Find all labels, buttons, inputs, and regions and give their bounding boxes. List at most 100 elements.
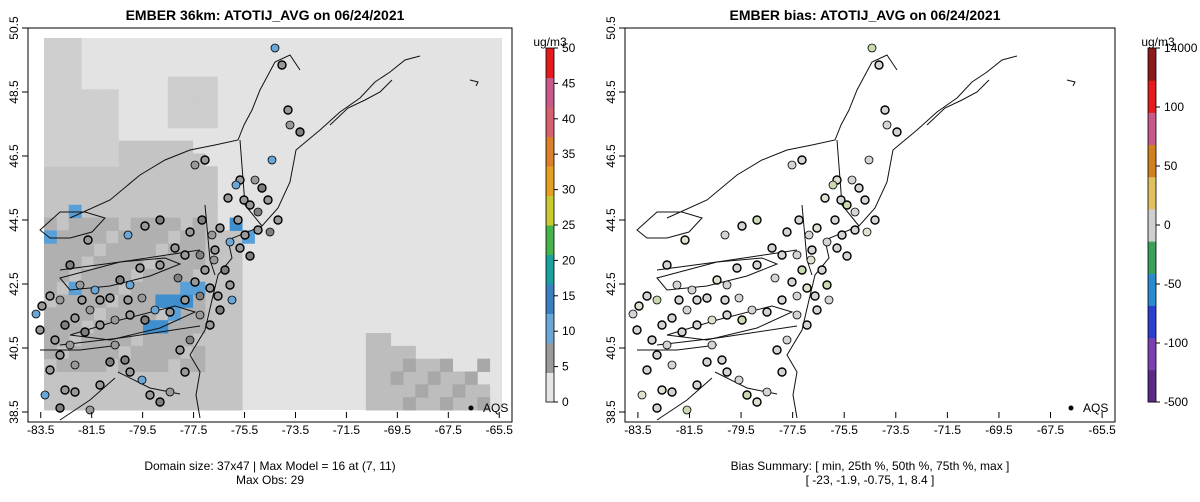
observation-marker <box>672 280 682 290</box>
colorbar-tick-label: 0 <box>1164 218 1171 232</box>
grid-cell <box>192 397 206 411</box>
grid-cell <box>365 358 379 373</box>
observation-marker <box>720 295 730 305</box>
grid-cell <box>56 371 70 385</box>
observation-marker <box>70 360 80 370</box>
observation-marker <box>180 367 190 377</box>
observation-marker <box>732 263 742 273</box>
observation-marker <box>692 380 702 390</box>
colorbar-tick-label: 15 <box>562 289 576 303</box>
observation-marker <box>830 215 840 225</box>
observation-marker <box>235 243 245 253</box>
grid-cell <box>440 358 453 373</box>
grid-cell <box>56 179 70 193</box>
grid-cell <box>440 397 453 411</box>
boundary-line <box>40 344 121 351</box>
grid-cell <box>118 397 132 411</box>
grid-cell <box>44 281 57 296</box>
grid-cell <box>68 320 82 334</box>
observation-marker <box>170 243 180 253</box>
observation-marker <box>145 390 155 400</box>
boundary-line <box>926 79 990 126</box>
grid-cell <box>56 38 70 52</box>
left-x-tick-label: -71.5 <box>333 423 361 437</box>
colorbar-segment <box>546 313 554 344</box>
observation-marker <box>647 335 657 345</box>
grid-cell <box>427 397 441 411</box>
grid-cell <box>365 397 379 411</box>
observation-marker <box>810 291 820 301</box>
observation-marker <box>777 250 787 260</box>
grid-cell <box>44 217 57 231</box>
grid-cell <box>93 268 107 283</box>
grid-cell <box>130 204 144 219</box>
grid-cell <box>93 204 107 219</box>
grid-cell <box>477 358 491 373</box>
observation-marker <box>737 315 747 325</box>
left-panel: EMBER 36km: ATOTIJ_AVG on 06/24/2021 -83… <box>7 7 576 487</box>
observation-marker <box>847 175 857 185</box>
grid-cell <box>44 166 57 180</box>
observation-marker <box>285 120 295 130</box>
grid-cell <box>44 127 57 142</box>
grid-cell <box>415 397 429 411</box>
grid-cell <box>81 102 95 116</box>
grid-cell <box>68 243 82 257</box>
grid-cell <box>81 89 95 103</box>
boundary-line <box>69 305 197 341</box>
colorbar-segment <box>546 166 554 196</box>
grid-cell <box>44 307 57 321</box>
grid-cell <box>167 320 181 334</box>
grid-cell <box>81 217 95 231</box>
grid-cell <box>81 358 95 373</box>
observation-marker <box>882 120 892 130</box>
left-legend-label: AQS <box>483 401 508 415</box>
grid-cell <box>204 179 218 193</box>
observation-marker <box>752 215 762 225</box>
observation-marker <box>123 230 133 240</box>
grid-cell <box>143 397 156 411</box>
grid-cell <box>118 243 132 257</box>
grid-cell <box>44 371 57 385</box>
grid-cell <box>68 114 82 129</box>
grid-cell <box>180 268 194 283</box>
grid-cell <box>93 307 107 321</box>
grid-cell <box>143 166 156 180</box>
grid-cell <box>415 358 429 373</box>
grid-cell <box>167 102 181 116</box>
grid-cell <box>68 89 82 103</box>
observation-marker <box>65 340 75 350</box>
boundary-line <box>59 249 201 271</box>
observation-marker <box>777 295 787 305</box>
colorbar-segment <box>1148 337 1156 371</box>
grid-cell <box>217 320 231 334</box>
grid-cell <box>229 268 243 283</box>
grid-cell <box>143 191 156 206</box>
grid-cell <box>93 127 107 142</box>
observation-marker <box>792 291 802 301</box>
observation-marker <box>231 180 241 190</box>
observation-marker <box>263 195 273 205</box>
boundary-line <box>39 211 106 239</box>
left-colorbar-unit: ug/m3 <box>533 35 567 49</box>
left-x-tick-label: -75.5 <box>231 423 259 437</box>
left-caption-line1: Domain size: 37x47 | Max Model = 16 at (… <box>144 459 395 473</box>
left-x-tick-label: -79.5 <box>129 423 157 437</box>
grid-cell <box>440 384 453 398</box>
grid-cell <box>130 217 144 231</box>
grid-cell <box>229 256 243 270</box>
grid-cell <box>143 281 156 296</box>
right-x-axis: -83.5 -81.5 -79.5 -77.5 -75.5 -73.5 -71.5 -69.5… <box>624 412 1116 437</box>
grid-cell <box>192 204 206 219</box>
observation-marker <box>752 397 762 407</box>
observation-marker <box>822 237 832 247</box>
colorbar-tick-label: -100 <box>1164 336 1188 350</box>
observation-marker <box>155 397 165 407</box>
observation-marker <box>135 263 145 273</box>
right-y-tick-label: 50.5 <box>604 16 618 40</box>
observation-marker <box>195 310 205 320</box>
grid-cell <box>192 320 206 334</box>
grid-cell <box>464 371 478 385</box>
observation-marker <box>125 280 135 290</box>
observation-marker <box>210 245 220 255</box>
